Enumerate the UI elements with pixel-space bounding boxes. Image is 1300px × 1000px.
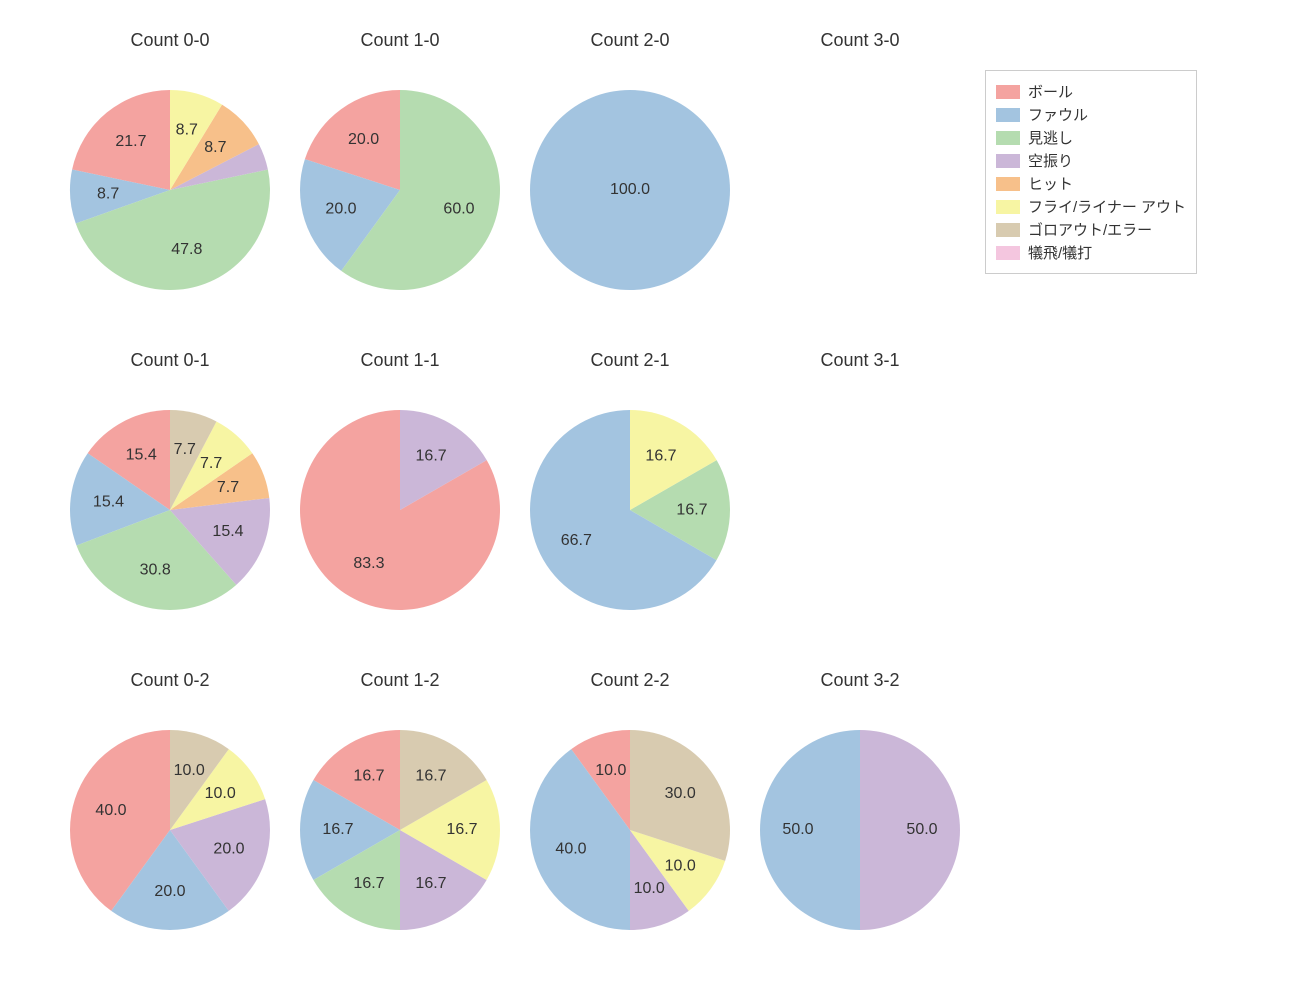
slice-label: 40.0: [555, 840, 586, 857]
slice-label: 20.0: [325, 200, 356, 217]
chart-title: Count 3-2: [750, 670, 970, 691]
legend-swatch: [996, 246, 1020, 260]
slice-label: 16.7: [676, 501, 707, 518]
legend-label: フライ/ライナー アウト: [1028, 196, 1186, 217]
legend-label: 犠飛/犠打: [1028, 242, 1092, 263]
chart-title: Count 1-1: [290, 350, 510, 371]
pie-chart: 83.3 16.7: [300, 410, 500, 610]
slice-label: 16.7: [415, 768, 446, 785]
pie-chart: [760, 90, 960, 290]
slice-label: 16.7: [416, 448, 447, 465]
legend-swatch: [996, 108, 1020, 122]
chart-title: Count 0-2: [60, 670, 280, 691]
legend-swatch: [996, 85, 1020, 99]
slice-label: 16.7: [353, 768, 384, 785]
slice-label: 40.0: [95, 802, 126, 819]
slice-label: 10.0: [205, 785, 236, 802]
chart-title: Count 3-1: [750, 350, 970, 371]
chart-title: Count 0-0: [60, 30, 280, 51]
slice-label: 83.3: [353, 555, 384, 572]
slice-label: 10.0: [174, 762, 205, 779]
legend-item: 犠飛/犠打: [996, 242, 1186, 263]
pie-chart: 15.415.430.815.47.77.77.7: [70, 410, 270, 610]
chart-grid: Count 0-021.78.747.88.78.7Count 1-020.02…: [0, 0, 1300, 1000]
slice-label: 50.0: [906, 821, 937, 838]
slice-label: 8.7: [176, 122, 198, 139]
legend-swatch: [996, 223, 1020, 237]
slice-label: 16.7: [446, 821, 477, 838]
chart-title: Count 0-1: [60, 350, 280, 371]
pie-chart: 100.0: [530, 90, 730, 290]
slice-label: 20.0: [154, 883, 185, 900]
slice-label: 7.7: [200, 455, 222, 472]
slice-label: 20.0: [213, 840, 244, 857]
legend-label: 空振り: [1028, 150, 1073, 171]
legend-item: ゴロアウト/エラー: [996, 219, 1186, 240]
legend: ボールファウル見逃し空振りヒットフライ/ライナー アウトゴロアウト/エラー犠飛/…: [985, 70, 1197, 274]
legend-label: ファウル: [1028, 104, 1088, 125]
legend-label: 見逃し: [1028, 127, 1073, 148]
chart-title: Count 2-0: [520, 30, 740, 51]
slice-label: 8.7: [97, 185, 119, 202]
legend-item: ヒット: [996, 173, 1186, 194]
slice-label: 16.7: [353, 875, 384, 892]
slice-label: 60.0: [443, 200, 474, 217]
slice-label: 10.0: [595, 762, 626, 779]
chart-title: Count 2-2: [520, 670, 740, 691]
legend-swatch: [996, 154, 1020, 168]
pie-chart: 50.0 50.0: [760, 730, 960, 930]
pie-chart: 40.0 20.0 20.0 10.010.0: [70, 730, 270, 930]
pie-chart: 66.7 16.7 16.7: [530, 410, 730, 610]
slice-label: 50.0: [782, 821, 813, 838]
chart-title: Count 3-0: [750, 30, 970, 51]
legend-item: ファウル: [996, 104, 1186, 125]
legend-item: フライ/ライナー アウト: [996, 196, 1186, 217]
slice-label: 66.7: [561, 532, 592, 549]
chart-title: Count 1-2: [290, 670, 510, 691]
slice-label: 30.8: [140, 561, 171, 578]
slice-label: 7.7: [217, 479, 239, 496]
slice-label: 15.4: [93, 494, 124, 511]
slice-label: 100.0: [610, 181, 650, 198]
pie-chart: 16.7 16.7 16.7 16.7 16.7 16.7: [300, 730, 500, 930]
legend-item: ボール: [996, 81, 1186, 102]
pie-chart: [760, 410, 960, 610]
legend-item: 空振り: [996, 150, 1186, 171]
slice-label: 15.4: [212, 523, 243, 540]
slice-label: 8.7: [204, 139, 226, 156]
slice-label: 10.0: [665, 858, 696, 875]
legend-swatch: [996, 131, 1020, 145]
slice-label: 47.8: [171, 241, 202, 258]
legend-item: 見逃し: [996, 127, 1186, 148]
legend-label: ゴロアウト/エラー: [1028, 219, 1152, 240]
slice-label: 7.7: [174, 441, 196, 458]
slice-label: 30.0: [665, 785, 696, 802]
legend-swatch: [996, 200, 1020, 214]
slice-label: 21.7: [115, 133, 146, 150]
pie-chart: 20.0 20.0 60.0: [300, 90, 500, 290]
pie-chart: 21.7 8.7 47.8 8.7 8.7: [70, 90, 270, 290]
chart-title: Count 1-0: [290, 30, 510, 51]
slice-label: 16.7: [415, 875, 446, 892]
slice-label: 16.7: [322, 821, 353, 838]
slice-label: 10.0: [634, 880, 665, 897]
chart-title: Count 2-1: [520, 350, 740, 371]
legend-label: ボール: [1028, 81, 1073, 102]
slice-label: 20.0: [348, 131, 379, 148]
slice-label: 15.4: [126, 446, 157, 463]
pie-chart: 10.040.010.010.030.0: [530, 730, 730, 930]
legend-swatch: [996, 177, 1020, 191]
slice-label: 16.7: [645, 448, 676, 465]
legend-label: ヒット: [1028, 173, 1073, 194]
